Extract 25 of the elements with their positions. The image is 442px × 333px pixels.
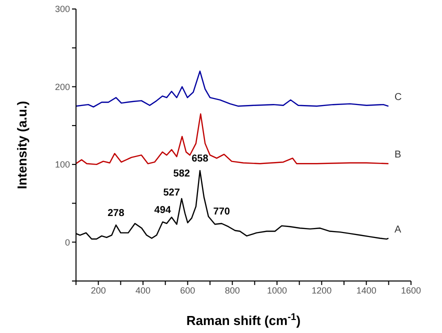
y-axis-title: Intensity (a.u.) bbox=[14, 100, 30, 190]
annotation: 278 bbox=[108, 208, 125, 220]
x-tick-label: 1000 bbox=[266, 285, 288, 296]
x-axis-title: Raman shift (cm$^{-1}$) bbox=[186, 312, 301, 328]
line-series bbox=[76, 70, 390, 108]
x-tick-label: 800 bbox=[224, 285, 240, 296]
y-tick-label: 300 bbox=[54, 4, 70, 14]
annotation: 658 bbox=[192, 154, 209, 165]
series-label: B bbox=[394, 150, 402, 161]
y-tick-label: 100 bbox=[54, 160, 70, 170]
annotation: 582 bbox=[173, 168, 190, 180]
series-label: A bbox=[394, 224, 402, 236]
annotation: 494 bbox=[154, 204, 172, 216]
annotation: 770 bbox=[213, 206, 230, 218]
x-tick-label: 600 bbox=[180, 285, 196, 296]
y-tick-label: 0 bbox=[64, 237, 70, 248]
x-tick-label: 1200 bbox=[312, 285, 332, 296]
x-tick-label: 1600 bbox=[400, 285, 422, 296]
y-tick-label: 200 bbox=[54, 82, 70, 92]
x-tick-label: 1400 bbox=[356, 285, 376, 296]
x-tick-label: 200 bbox=[90, 285, 106, 296]
line-series bbox=[76, 113, 390, 166]
x-tick-label: 400 bbox=[135, 285, 151, 296]
series-label: C bbox=[394, 92, 402, 104]
annotation: 527 bbox=[163, 187, 180, 198]
